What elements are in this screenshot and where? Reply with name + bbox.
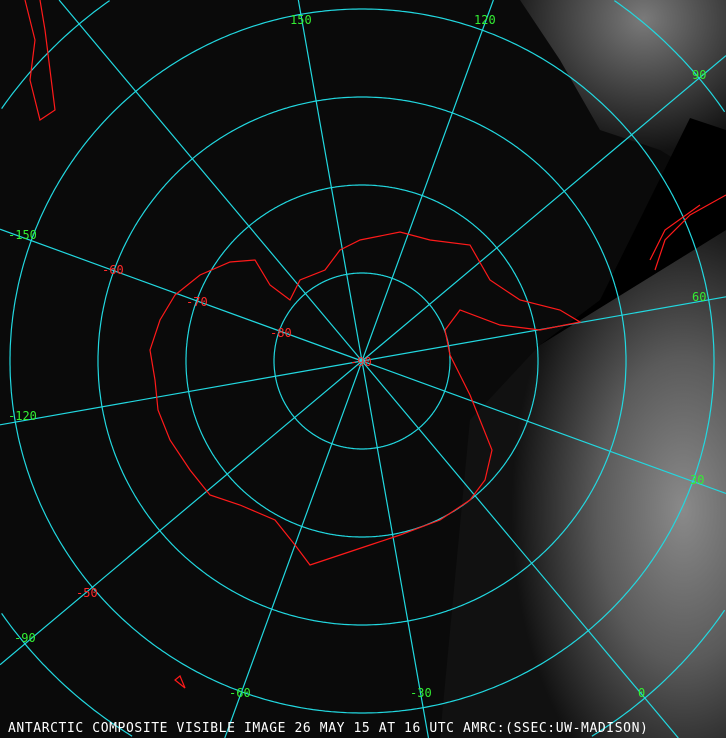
longitude-label: -150	[8, 228, 37, 242]
meridian-line	[0, 360, 363, 666]
meridian-line	[0, 360, 363, 426]
latitude-circle	[273, 272, 451, 450]
meridian-line	[58, 0, 363, 362]
latitude-label: -60	[102, 263, 124, 277]
longitude-label: 0	[638, 686, 645, 700]
coastline	[24, 0, 726, 689]
latitude-circle	[9, 8, 715, 714]
meridian-line	[361, 360, 726, 495]
meridian-line	[224, 360, 363, 738]
latitude-label: -80	[270, 326, 292, 340]
graticule-labels: 150 120 90 60 30 0 -30 -60 -90 -120 -150 -90 -80 -70 -…	[8, 13, 706, 700]
latitude-label: -50	[76, 586, 98, 600]
meridian-line	[361, 0, 494, 362]
meridian-line	[361, 360, 679, 738]
longitude-label: -120	[8, 409, 37, 423]
peninsula-coastline	[649, 194, 726, 271]
island-coastline	[174, 675, 186, 689]
image-caption: ANTARCTIC COMPOSITE VISIBLE IMAGE 26 MAY…	[8, 721, 649, 736]
antarctica-coastline	[149, 231, 582, 566]
land-coastline-topleft	[24, 0, 56, 121]
meridian-line	[0, 228, 363, 362]
longitude-label: 120	[474, 13, 496, 27]
longitude-label: 90	[692, 68, 706, 82]
longitude-label: -60	[229, 686, 251, 700]
longitude-label: 30	[690, 473, 704, 487]
longitude-label: 60	[692, 290, 706, 304]
longitude-label: -90	[14, 631, 36, 645]
no-data-band	[540, 118, 726, 345]
longitude-label: 150	[290, 13, 312, 27]
cloud-imagery	[440, 0, 726, 738]
longitude-label: -30	[410, 686, 432, 700]
latitude-circle	[97, 96, 627, 626]
latitude-label: -90	[350, 355, 372, 369]
latitude-label: -70	[186, 295, 208, 309]
meridian-line	[297, 0, 363, 362]
meridian-line	[361, 55, 726, 362]
meridian-line	[361, 360, 430, 738]
